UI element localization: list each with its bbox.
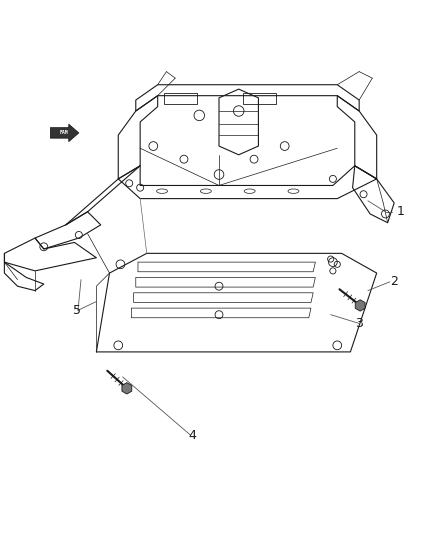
Text: 3: 3 xyxy=(355,317,363,330)
Polygon shape xyxy=(122,383,132,394)
Polygon shape xyxy=(50,124,79,142)
Text: 4: 4 xyxy=(189,429,197,442)
Text: 2: 2 xyxy=(390,276,398,288)
Text: FAM: FAM xyxy=(59,131,68,135)
Bar xyxy=(164,93,197,104)
Polygon shape xyxy=(355,300,365,311)
Text: 1: 1 xyxy=(397,205,405,218)
Bar xyxy=(243,93,276,104)
Text: 5: 5 xyxy=(73,304,81,317)
